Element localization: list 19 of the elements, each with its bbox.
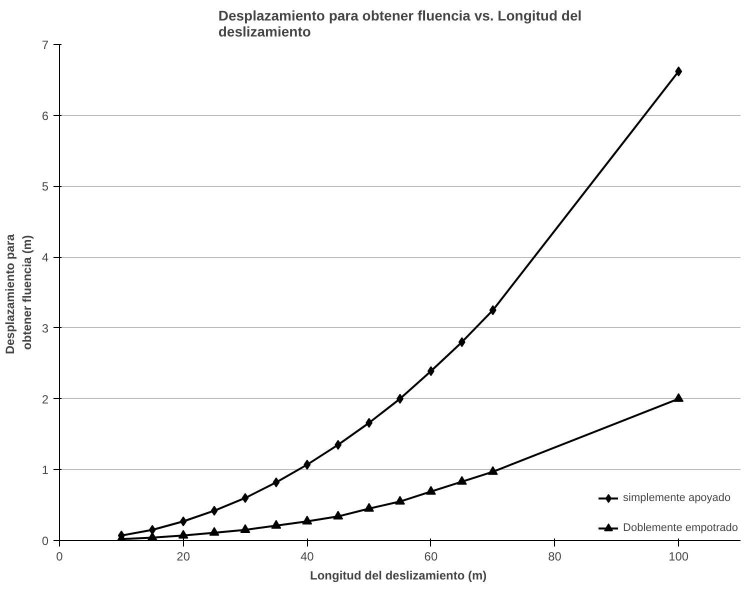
y-tick-label: 1 (42, 463, 49, 478)
x-tick-label: 80 (548, 550, 562, 564)
y-tick-label: 6 (42, 108, 49, 123)
legend-label: Doblemente empotrado (623, 522, 738, 534)
x-tick-label: 20 (176, 550, 190, 564)
y-tick-label: 7 (42, 38, 49, 52)
y-tick-label: 0 (42, 534, 49, 548)
chart-title: Desplazamiento para obtener fluencia vs. Longitud del deslizamiento (218, 8, 582, 40)
y-tick-label: 4 (42, 250, 49, 265)
x-tick-label: 0 (56, 550, 64, 564)
x-tick-label: 100 (668, 550, 689, 564)
y-tick-label: 5 (42, 180, 49, 194)
x-axis-title: Longitud del deslizamiento (m) (310, 568, 487, 582)
y-axis-title: Desplazamiento para obtener fluencia (m) (3, 234, 34, 354)
y-tick-label: 2 (42, 392, 49, 406)
x-tick-label: 40 (300, 550, 314, 564)
legend-label: simplemente apoyado (623, 492, 731, 504)
y-tick-label: 3 (42, 321, 49, 336)
x-tick-label: 60 (424, 550, 438, 564)
